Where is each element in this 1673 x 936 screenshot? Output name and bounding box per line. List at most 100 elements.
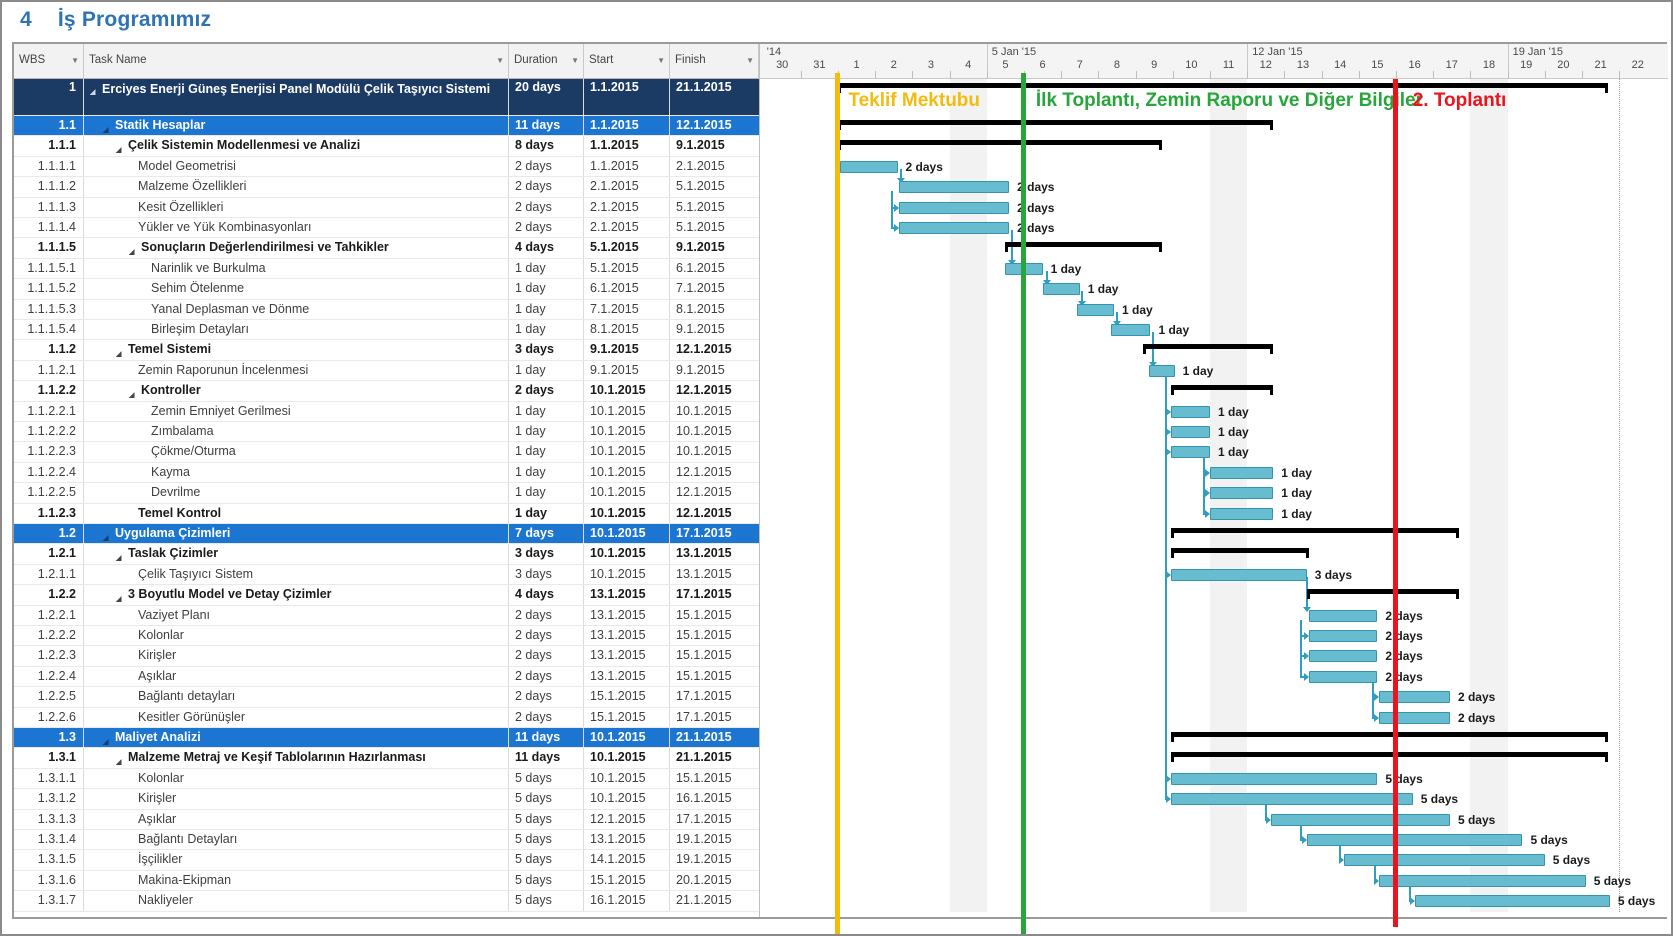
duration-cell[interactable]: 8 days <box>509 136 584 156</box>
task-name-cell[interactable]: Zemin Emniyet Gerilmesi <box>84 401 509 421</box>
finish-date-cell[interactable]: 12.1.2015 <box>676 118 732 132</box>
gantt-summary-bar[interactable] <box>1170 385 1274 391</box>
wbs-cell[interactable]: 1.2.2 <box>14 585 84 605</box>
duration-cell[interactable]: 1 day <box>509 279 584 299</box>
table-row[interactable]: 1.2.2.4 Aşıklar 2 days 13.1.2015 15.1.2015 <box>14 666 759 688</box>
table-row[interactable]: 1.3.1.7 Nakliyeler 5 days 16.1.2015 21.1.201… <box>14 891 759 912</box>
task-name-cell[interactable]: Yükler ve Yük Kombinasyonları <box>84 218 509 238</box>
finish-date-cell[interactable]: 21.1.2015 <box>676 730 732 744</box>
finish-date-cell[interactable]: 21.1.2015 <box>676 893 732 908</box>
start-date-cell[interactable]: 16.1.2015 <box>584 891 670 911</box>
table-row[interactable]: 1.3.1.2 Kirişler 5 days 10.1.2015 16.1.2015 <box>14 789 759 810</box>
wbs-cell[interactable]: 1.1.1.5.4 <box>14 320 84 340</box>
finish-date-cell[interactable]: 12.1.2015 <box>676 485 732 500</box>
task-name-cell[interactable]: Birleşim Detayları <box>84 320 509 340</box>
column-header-wbs[interactable]: WBS ▼ <box>14 44 84 79</box>
finish-date-cell[interactable]: 17.1.2015 <box>676 811 732 826</box>
duration-cell[interactable]: 2 days <box>509 605 584 625</box>
gantt-task-bar[interactable] <box>1170 568 1307 581</box>
filter-dropdown-icon[interactable]: ▼ <box>71 56 79 65</box>
duration-cell[interactable]: 5 days <box>509 768 584 789</box>
task-name-cell[interactable]: Bağlantı detayları <box>84 687 509 707</box>
duration-cell[interactable]: 5 days <box>509 870 584 891</box>
start-date-cell[interactable]: 10.1.2015 <box>584 381 670 401</box>
start-date-cell[interactable]: 10.1.2015 <box>584 789 670 809</box>
table-row[interactable]: 1.1.1 ◢ Çelik Sistemin Modellenmesi ve Ana… <box>14 136 759 157</box>
gantt-task-bar[interactable] <box>1379 711 1450 724</box>
table-row[interactable]: 1.1.1.4 Yükler ve Yük Kombinasyonları 2 da… <box>14 218 759 239</box>
expand-collapse-icon[interactable]: ◢ <box>103 127 109 134</box>
duration-cell[interactable]: 5 days <box>509 809 584 829</box>
expand-collapse-icon[interactable]: ◢ <box>116 596 122 604</box>
wbs-cell[interactable]: 1.3 <box>14 728 84 748</box>
task-name-cell[interactable]: İşçilikler <box>84 850 509 870</box>
start-date-cell[interactable]: 10.1.2015 <box>584 728 670 748</box>
task-name-cell[interactable]: Temel Kontrol <box>84 503 509 523</box>
finish-date-cell[interactable]: 7.1.2015 <box>676 281 725 296</box>
gantt-task-bar[interactable] <box>1343 854 1545 867</box>
finish-date-cell[interactable]: 15.1.2015 <box>676 668 732 683</box>
task-name-cell[interactable]: ◢ Malzeme Metraj ve Keşif Tablolarının Ha… <box>84 748 509 768</box>
wbs-cell[interactable]: 1.3.1.2 <box>14 789 84 809</box>
finish-date-cell[interactable]: 9.1.2015 <box>676 322 725 336</box>
gantt-task-bar[interactable] <box>899 222 1010 234</box>
wbs-cell[interactable]: 1.1.2.2 <box>14 381 84 401</box>
task-name-cell[interactable]: Çelik Taşıyıcı Sistem <box>84 564 509 585</box>
task-name-cell[interactable]: Kesitler Görünüşler <box>84 707 509 727</box>
gantt-task-bar[interactable] <box>1148 364 1175 377</box>
task-name-cell[interactable]: ◢ Erciyes Enerji Güneş Enerjisi Panel Mod… <box>84 79 509 115</box>
duration-cell[interactable]: 7 days <box>509 524 584 544</box>
start-date-cell[interactable]: 10.1.2015 <box>584 524 670 544</box>
start-date-cell[interactable]: 13.1.2015 <box>584 585 670 605</box>
wbs-cell[interactable]: 1.2.2.1 <box>14 605 84 625</box>
table-row[interactable]: 1.2.2.2 Kolonlar 2 days 13.1.2015 15.1.2015 <box>14 626 759 647</box>
start-date-cell[interactable]: 10.1.2015 <box>584 462 670 483</box>
finish-date-cell[interactable]: 19.1.2015 <box>676 852 732 867</box>
wbs-cell[interactable]: 1.1.2.2.4 <box>14 462 84 483</box>
task-name-cell[interactable]: ◢ Statik Hesaplar <box>84 116 509 136</box>
task-name-cell[interactable]: Makina-Ekipman <box>84 870 509 891</box>
column-header-fin[interactable]: Finish ▼ <box>670 44 759 79</box>
gantt-summary-bar[interactable] <box>1170 548 1309 554</box>
task-name-cell[interactable]: ◢ Temel Sistemi <box>84 340 509 360</box>
expand-collapse-icon[interactable]: ◢ <box>129 392 135 400</box>
finish-date-cell[interactable]: 10.1.2015 <box>676 444 732 459</box>
finish-date-cell[interactable]: 12.1.2015 <box>676 383 732 398</box>
start-date-cell[interactable]: 5.1.2015 <box>584 238 670 258</box>
task-name-cell[interactable]: ◢ Maliyet Analizi <box>84 728 509 748</box>
task-name-cell[interactable]: ◢ Kontroller <box>84 381 509 401</box>
column-header-dur[interactable]: Duration ▼ <box>509 44 584 79</box>
table-row[interactable]: 1.1.2.2 ◢ Kontroller 2 days 10.1.2015 12.1.20… <box>14 381 759 402</box>
duration-cell[interactable]: 2 days <box>509 687 584 707</box>
duration-cell[interactable]: 1 day <box>509 258 584 279</box>
wbs-cell[interactable]: 1.1.2 <box>14 340 84 360</box>
table-row[interactable]: 1.3 ◢ Maliyet Analizi 11 days 10.1.2015 21.1.… <box>14 728 759 749</box>
duration-cell[interactable]: 2 days <box>509 197 584 217</box>
table-row[interactable]: 1.1.2 ◢ Temel Sistemi 3 days 9.1.2015 12.1.20… <box>14 340 759 361</box>
table-row[interactable]: 1.1.2.2.3 Çökme/Oturma 1 day 10.1.2015 10.1.… <box>14 442 759 463</box>
gantt-task-bar[interactable] <box>839 160 898 173</box>
finish-date-cell[interactable]: 17.1.2015 <box>676 709 732 724</box>
task-name-cell[interactable]: ◢ Sonuçların Değerlendirilmesi ve Tahkikl… <box>84 238 509 258</box>
start-date-cell[interactable]: 15.1.2015 <box>584 707 670 727</box>
expand-collapse-icon[interactable]: ◢ <box>116 759 122 767</box>
finish-date-cell[interactable]: 12.1.2015 <box>676 342 732 357</box>
gantt-task-bar[interactable] <box>1210 487 1274 500</box>
wbs-cell[interactable]: 1.1.1.1 <box>14 156 84 177</box>
start-date-cell[interactable]: 1.1.2015 <box>584 116 670 136</box>
start-date-cell[interactable]: 6.1.2015 <box>584 279 670 299</box>
expand-collapse-icon[interactable]: ◢ <box>116 351 122 359</box>
start-date-cell[interactable]: 10.1.2015 <box>584 748 670 768</box>
wbs-cell[interactable]: 1.3.1.1 <box>14 768 84 789</box>
expand-collapse-icon[interactable]: ◢ <box>129 249 135 257</box>
task-name-cell[interactable]: Zımbalama <box>84 422 509 442</box>
gantt-summary-bar[interactable] <box>838 120 1274 125</box>
duration-cell[interactable]: 2 days <box>509 381 584 401</box>
expand-collapse-icon[interactable]: ◢ <box>116 147 122 155</box>
duration-cell[interactable]: 2 days <box>509 646 584 666</box>
gantt-task-bar[interactable] <box>1306 834 1523 846</box>
expand-collapse-icon[interactable]: ◢ <box>90 89 96 96</box>
start-date-cell[interactable]: 10.1.2015 <box>584 564 670 585</box>
start-date-cell[interactable]: 13.1.2015 <box>584 605 670 625</box>
gantt-task-bar[interactable] <box>1210 507 1274 520</box>
